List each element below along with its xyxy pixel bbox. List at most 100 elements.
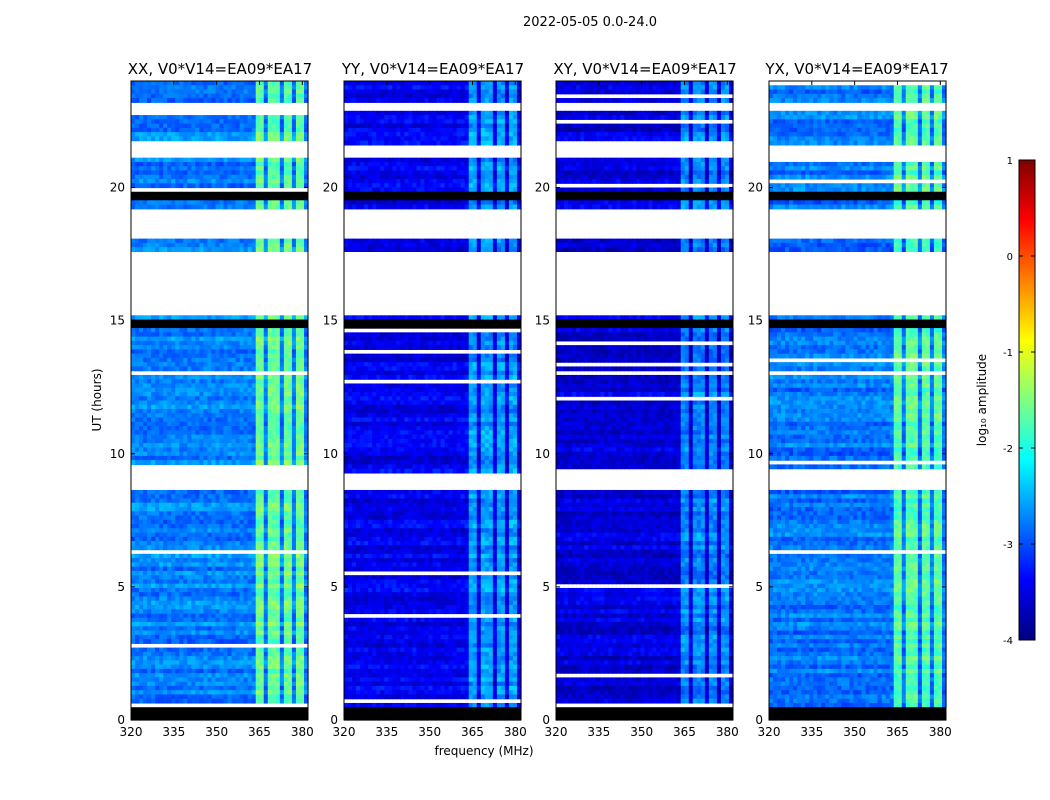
heatmap-cell [211,400,217,406]
heatmap-cell [456,81,462,86]
heatmap-cell [139,81,144,86]
heatmap-cell [279,409,285,414]
heatmap-cell [291,630,297,636]
heatmap-cell [392,85,397,91]
heatmap-cell [159,617,164,623]
heatmap-cell [159,387,164,393]
heatmap-cell [275,498,281,504]
heatmap-cell [376,123,381,129]
heatmap-cell [195,353,200,359]
heatmap-cell [299,647,305,653]
heatmap-cell [223,536,229,542]
heatmap-cell [267,690,273,696]
heatmap-cell [135,515,140,521]
heatmap-cell [303,336,309,342]
heatmap-xx [131,81,309,721]
heatmap-cell [171,409,176,414]
heatmap-cell [432,123,438,129]
heatmap-cell [219,566,225,572]
heatmap-cell [275,455,281,461]
heatmap-cell [303,647,309,653]
heatmap-cell [271,583,277,589]
heatmap-cell [263,443,269,448]
heatmap-cell [243,328,249,333]
heatmap-cell [231,617,237,623]
heatmap-cell [179,604,184,610]
heatmap-cell [183,417,188,423]
heatmap-cell [259,494,265,500]
heatmap-cell [171,328,176,333]
heatmap-cell [143,98,148,103]
heatmap-cell [267,387,273,393]
heatmap-cell [191,519,196,525]
heatmap-cell [247,656,253,661]
heatmap-cell [215,681,221,687]
heatmap-cell [255,98,261,103]
heatmap-cell [267,622,273,627]
heatmap-cell [155,170,160,176]
heatmap-cell [199,447,205,453]
heatmap-cell [231,383,237,389]
heatmap-cell [203,570,209,576]
heatmap-cell [183,443,188,448]
heatmap-cell [203,426,209,431]
heatmap-cell [195,98,200,103]
heatmap-cell [223,502,229,508]
heatmap-cell [183,592,188,598]
heatmap-cell [207,622,213,627]
heatmap-cell [376,89,381,95]
heatmap-cell [203,315,209,321]
heatmap-cell [267,340,273,346]
heatmap-cell [191,366,196,372]
heatmap-cell [287,609,293,615]
heatmap-cell [151,242,156,248]
heatmap-cell [251,507,257,512]
heatmap-cell [259,451,265,457]
heatmap-cell [219,157,225,163]
heatmap-cell [131,174,136,180]
heatmap-cell [159,315,164,321]
heatmap-cell [207,336,213,342]
heatmap-cell [219,660,225,666]
heatmap-cell [215,200,221,206]
heatmap-cell [448,119,454,125]
heatmap-cell [223,489,229,495]
heatmap-cell [195,400,200,406]
heatmap-cell [211,532,217,538]
heatmap-cell [259,332,265,338]
heatmap-cell [227,383,233,389]
heatmap-cell [400,123,405,129]
heatmap-cell [175,622,180,627]
heatmap-cell [207,673,213,678]
heatmap-cell [484,119,490,125]
heatmap-cell [151,81,156,86]
heatmap-cell [259,349,265,355]
heatmap-cell [267,366,273,372]
heatmap-cell [183,315,188,321]
heatmap-cell [159,558,164,563]
heatmap-cell [247,238,253,244]
heatmap-cell [235,634,241,640]
heatmap-cell [283,566,289,572]
heatmap-cell [131,715,308,721]
heatmap-cell [396,85,401,91]
heatmap-cell [275,242,281,248]
heatmap-cell [191,434,196,440]
heatmap-cell [183,157,188,163]
heatmap-cell [428,115,434,120]
heatmap-cell [283,532,289,538]
heatmap-cell [207,519,213,525]
heatmap-cell [255,673,261,678]
heatmap-cell [368,123,373,129]
heatmap-cell [235,81,241,86]
heatmap-cell [251,681,257,687]
heatmap-cell [239,443,245,448]
heatmap-cell [167,558,172,563]
heatmap-cell [348,85,353,91]
heatmap-cell [372,123,377,129]
heatmap-cell [179,583,184,589]
heatmap-cell [283,200,289,206]
heatmap-cell [131,613,136,619]
heatmap-cell [464,119,470,125]
